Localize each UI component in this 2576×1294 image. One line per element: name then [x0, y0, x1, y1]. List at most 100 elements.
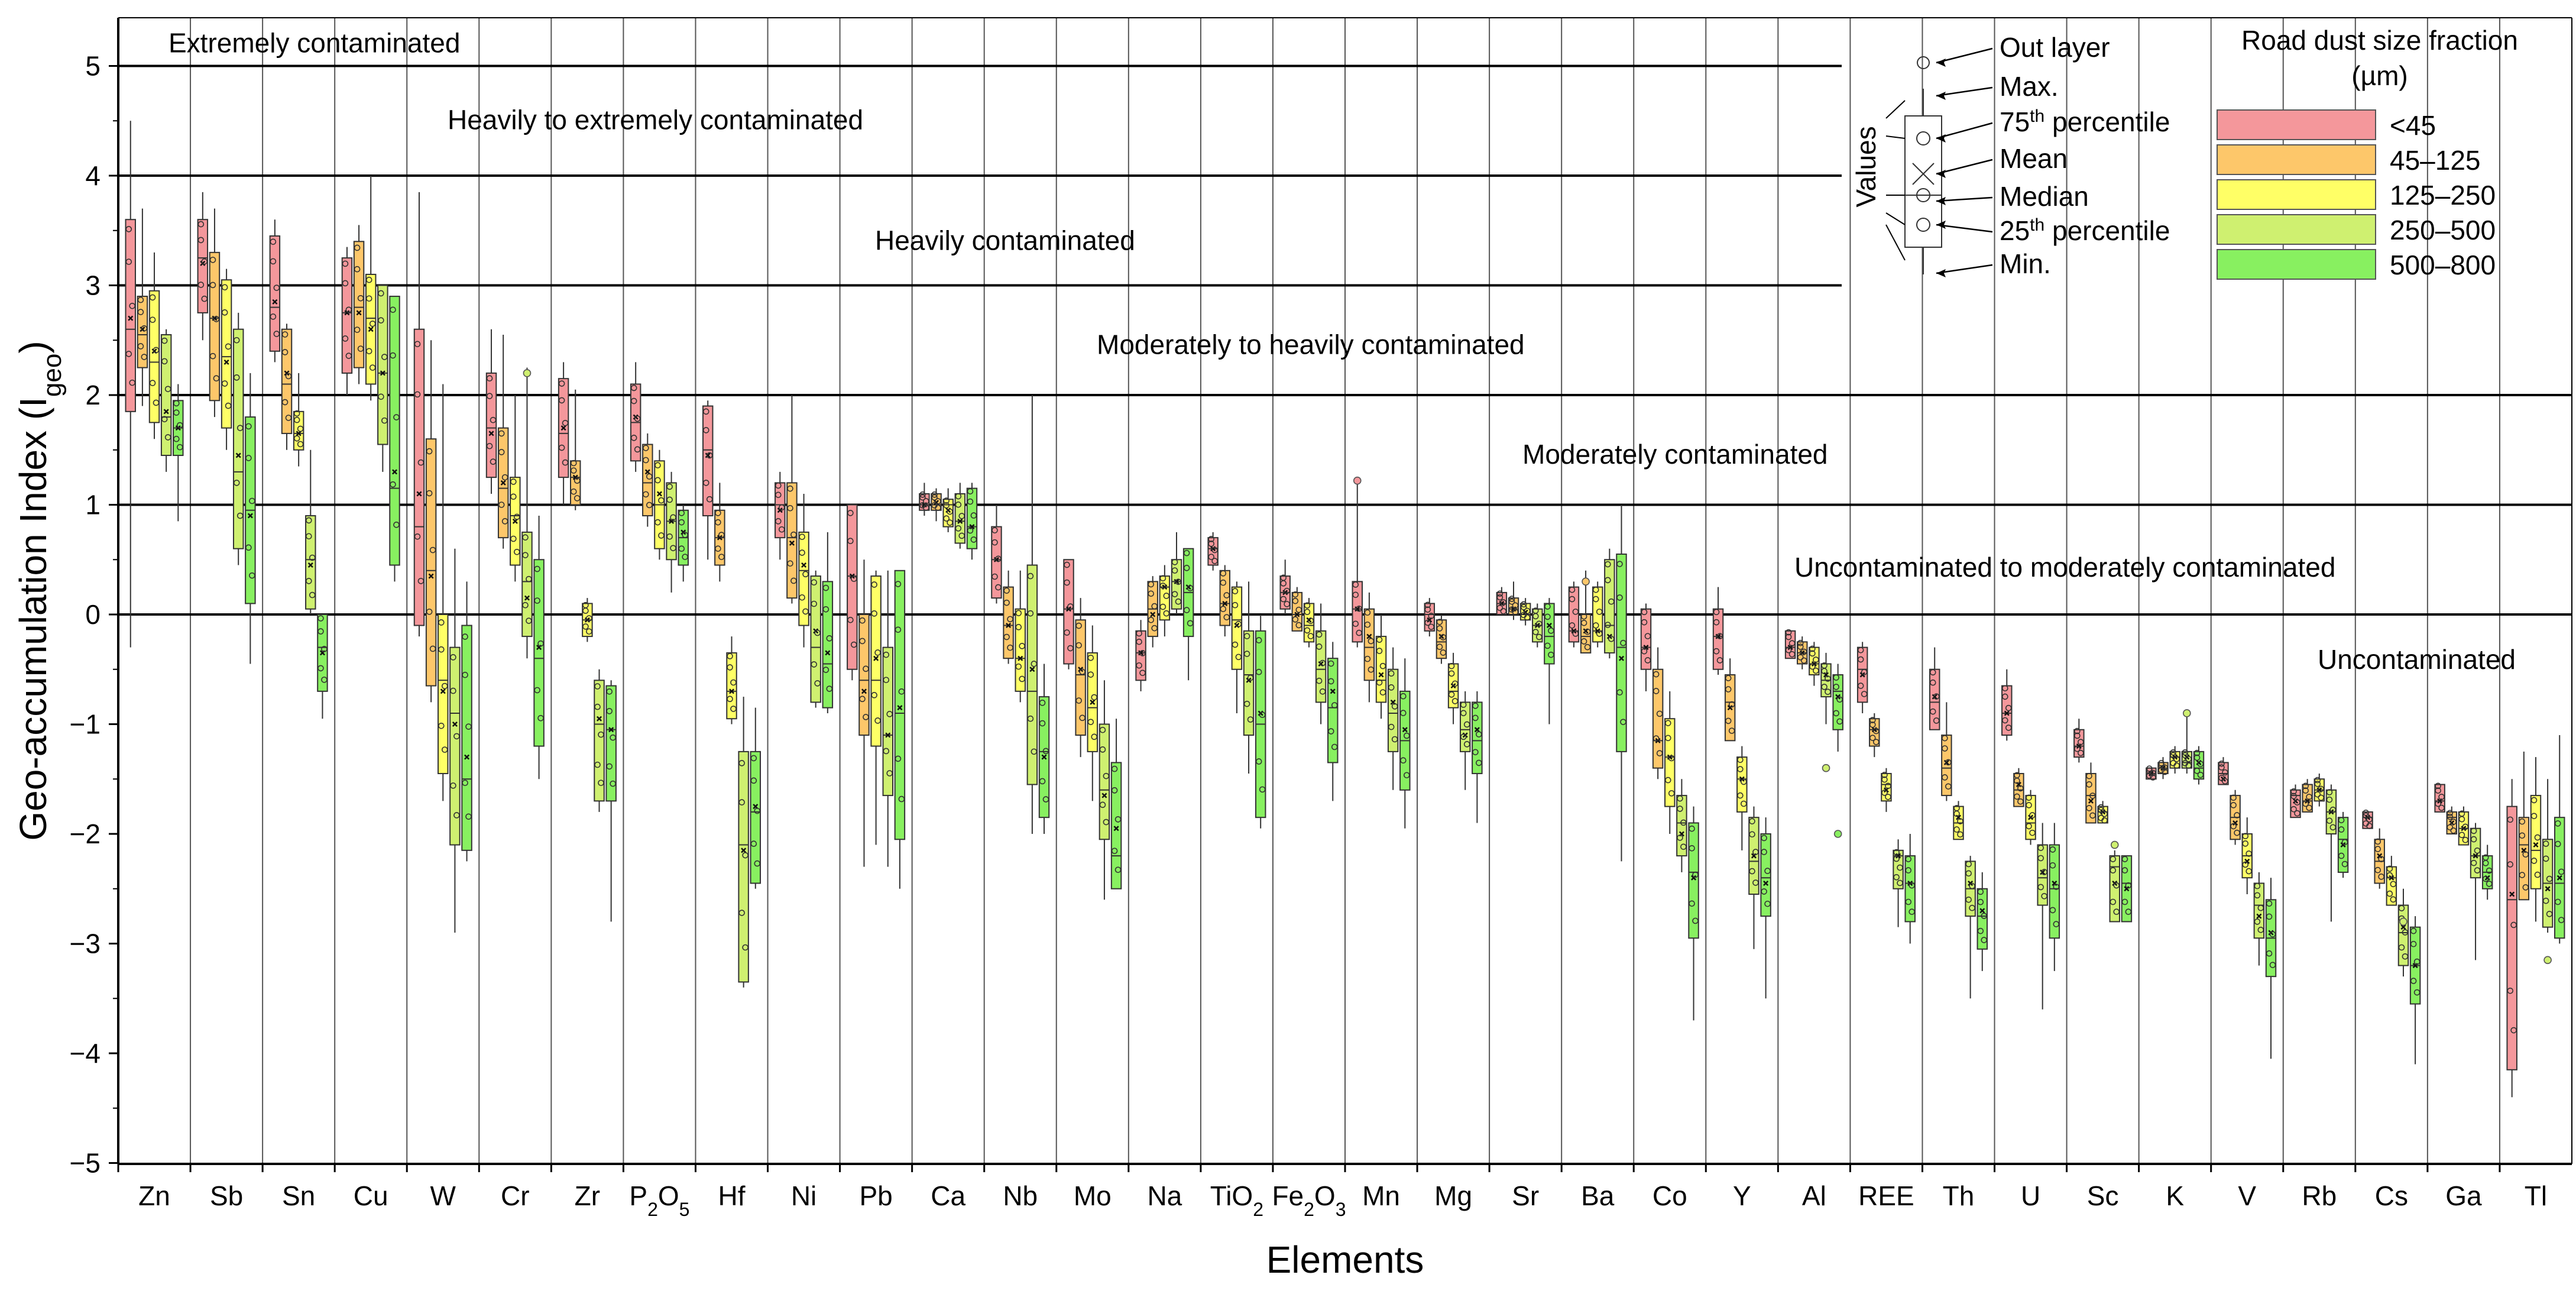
box-P-3	[666, 471, 677, 593]
box-Cu-2	[365, 176, 377, 401]
data-point	[129, 302, 136, 309]
data-point	[1620, 639, 1626, 646]
data-point	[582, 601, 589, 609]
legend-entry-label: <45	[2390, 110, 2436, 141]
data-point	[1620, 719, 1626, 726]
data-point	[1584, 643, 1591, 651]
data-point	[2234, 812, 2240, 819]
mean-marker	[1234, 623, 1240, 629]
data-point	[2363, 812, 2369, 819]
data-point	[715, 545, 721, 552]
data-point	[935, 498, 941, 504]
data-point	[1761, 834, 1767, 842]
data-point	[414, 391, 421, 398]
data-point	[1869, 735, 1876, 741]
box-REE-2	[1881, 768, 1892, 812]
data-point	[342, 280, 349, 287]
data-point	[883, 748, 890, 755]
data-point	[161, 416, 168, 423]
data-point	[365, 348, 372, 355]
box-Pb-1	[858, 559, 870, 867]
box	[1363, 608, 1375, 681]
zone-label: Moderately contaminated	[1522, 439, 1828, 470]
outlier-point	[2543, 956, 2552, 965]
data-point	[1957, 818, 1963, 824]
data-point	[1652, 735, 1660, 742]
data-point	[1749, 868, 1755, 875]
data-point	[1364, 655, 1371, 662]
x-tick-label: Zn	[138, 1180, 170, 1211]
data-point	[2182, 752, 2189, 759]
data-point	[490, 458, 497, 465]
box	[1616, 553, 1627, 752]
y-tick-label: 5	[85, 51, 101, 82]
box-V-0	[2218, 757, 2229, 785]
data-point	[958, 513, 965, 519]
data-point	[1424, 619, 1431, 626]
box-Rb-0	[2290, 784, 2301, 819]
data-point	[2049, 846, 2056, 853]
box	[1387, 668, 1399, 752]
key-arrow	[1936, 47, 1993, 64]
data-point	[153, 399, 160, 406]
data-point	[2193, 754, 2201, 761]
x-tick-label: Nb	[1003, 1180, 1038, 1211]
data-point	[2554, 820, 2561, 827]
box-Co-3	[1676, 779, 1687, 872]
data-point	[1500, 599, 1507, 606]
data-point	[582, 623, 589, 630]
data-point	[573, 477, 581, 484]
box-Ga-3	[2470, 823, 2481, 960]
data-point	[1508, 596, 1515, 602]
data-point	[2185, 762, 2192, 769]
data-point	[306, 533, 312, 540]
box	[1243, 630, 1255, 736]
data-point	[1825, 688, 1831, 695]
box-Tl-0	[2506, 779, 2517, 1098]
data-point	[2257, 904, 2264, 911]
data-point	[1716, 633, 1723, 639]
box-Na-1	[1147, 576, 1158, 648]
box-Tl-1	[2518, 751, 2530, 901]
data-point	[176, 444, 183, 451]
key-label-p25: 25th percentile	[2000, 215, 2170, 247]
data-point	[1524, 607, 1531, 614]
data-point	[1463, 741, 1470, 748]
data-point	[898, 795, 905, 803]
box-P-2	[654, 449, 665, 560]
data-point	[1099, 726, 1106, 733]
data-point	[498, 449, 505, 455]
data-point	[1075, 642, 1082, 649]
data-point	[1327, 678, 1334, 685]
data-point	[1572, 609, 1579, 615]
data-point	[1223, 614, 1230, 620]
key-arrow	[1936, 224, 1993, 233]
data-point	[1295, 622, 1302, 629]
data-point	[1885, 782, 1891, 790]
data-point	[369, 364, 376, 371]
box	[642, 444, 653, 517]
data-point	[2386, 890, 2393, 897]
data-point	[2386, 872, 2393, 879]
mean-marker	[1943, 759, 1949, 765]
data-point	[221, 309, 228, 316]
box-Mo-0	[1063, 559, 1074, 669]
box-Cu-3	[377, 284, 388, 472]
data-point	[1592, 596, 1599, 603]
data-point	[1535, 620, 1543, 627]
y-tick-label: −2	[70, 819, 101, 849]
box-Mg-3	[1459, 691, 1471, 790]
data-point	[1857, 656, 1864, 663]
box-Sr-4	[1544, 598, 1555, 724]
data-point	[1448, 662, 1455, 669]
box-Na-2	[1159, 565, 1171, 637]
mean-marker	[151, 348, 157, 354]
mean-marker	[1366, 633, 1372, 639]
data-point	[438, 619, 445, 626]
data-point	[1584, 628, 1591, 635]
data-point	[2121, 856, 2128, 862]
data-point	[1544, 603, 1551, 610]
data-point	[2230, 823, 2237, 830]
data-point	[1664, 735, 1671, 742]
data-point	[354, 266, 361, 273]
